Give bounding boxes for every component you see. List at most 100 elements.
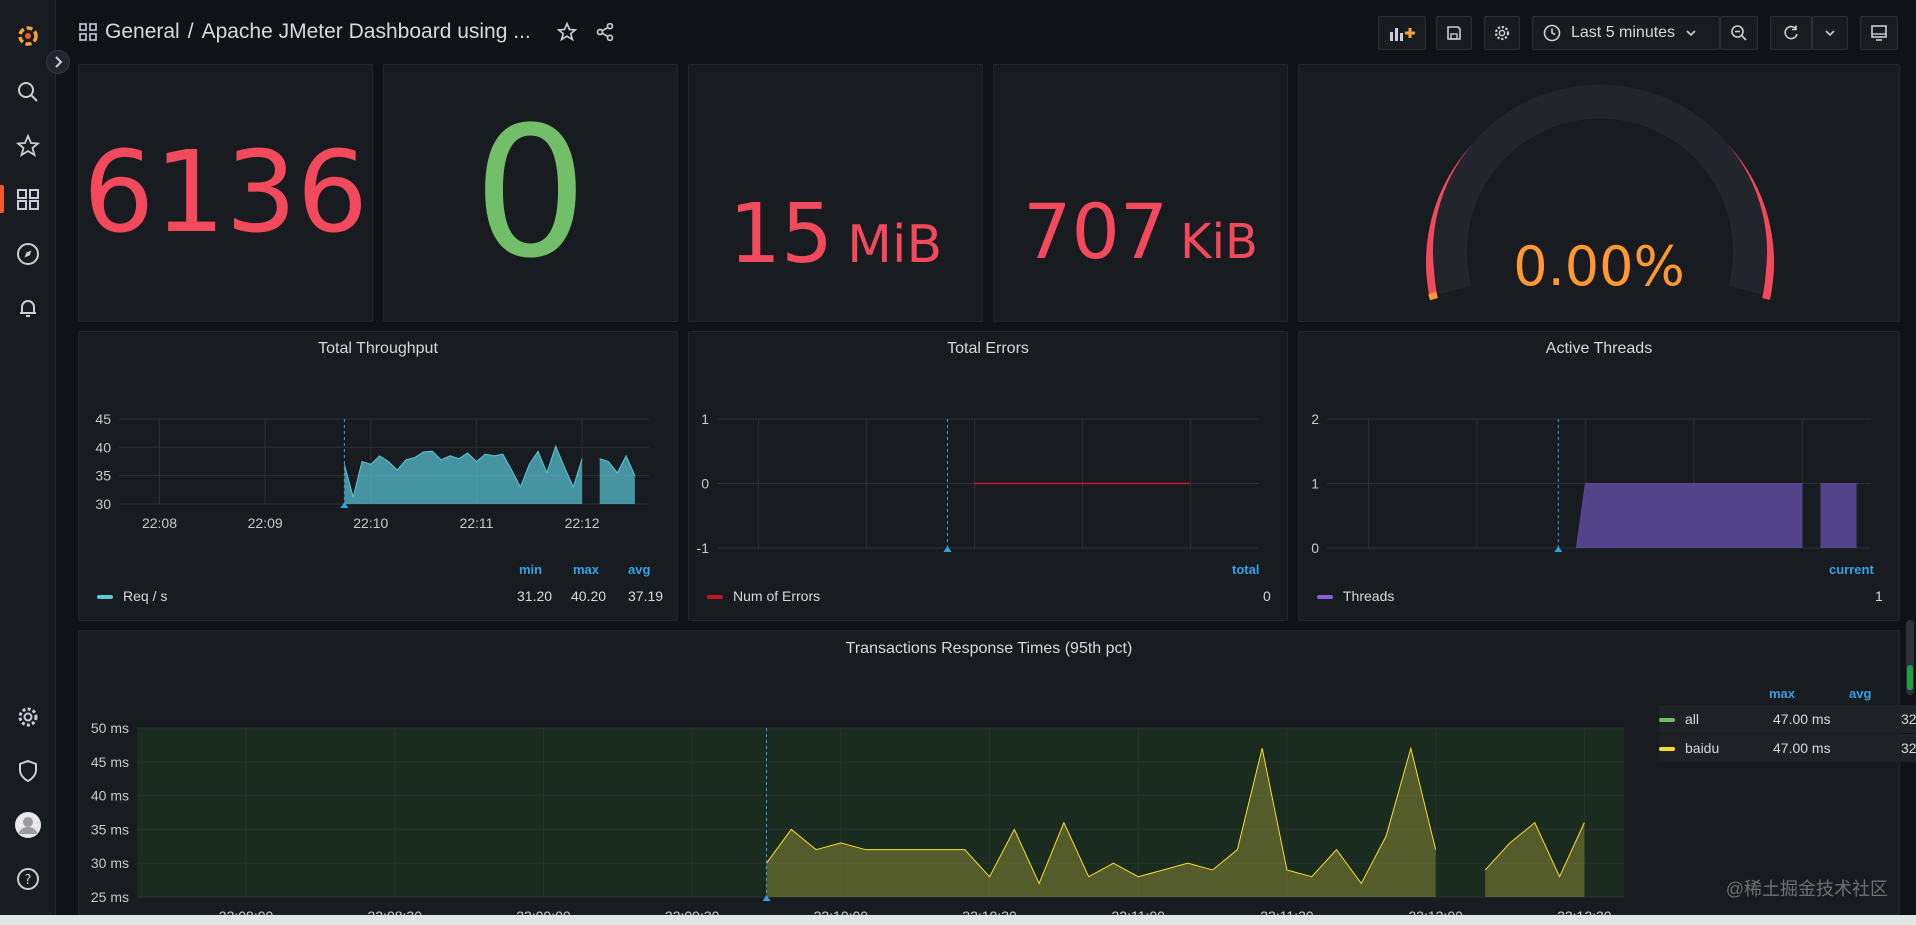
series-line — [1484, 821, 1585, 878]
refresh-button[interactable] — [1770, 16, 1812, 50]
legend-series-req[interactable]: Req / s — [97, 588, 167, 604]
errors-graph: 1 0 -1 22:08 22:09 22:10 22:11 22:12 — [697, 411, 1259, 562]
stat-panel-bytes-sent[interactable]: 707 KiB — [993, 64, 1288, 322]
throughput-graph: 45 40 35 30 22:08 22:09 22:10 22:11 22:12 — [95, 411, 649, 531]
legend-series-errors[interactable]: Num of Errors — [707, 588, 820, 604]
dashboard-grid-icon — [79, 23, 97, 41]
x-tick-label: 22:09 — [248, 515, 283, 531]
user-avatar[interactable] — [14, 811, 42, 839]
x-tick-label: 22:09 — [1459, 559, 1494, 562]
share-icon[interactable] — [595, 22, 615, 42]
legend-header-avg: avg — [628, 562, 651, 577]
x-tick-label: 22:08 — [741, 559, 776, 562]
zoom-out-button[interactable] — [1720, 16, 1758, 50]
os-taskbar — [0, 915, 1916, 925]
legend-max: 47.00 ms — [1773, 711, 1831, 727]
expand-menu-button[interactable] — [46, 50, 70, 74]
x-tick-label: 22:11:00 — [1112, 908, 1166, 916]
x-tick-label: 22:12 — [565, 515, 600, 531]
save-icon — [1447, 26, 1461, 40]
search-icon[interactable] — [14, 78, 42, 106]
response-times-graph: 50 ms 45 ms 40 ms 35 ms 30 ms 25 ms 22:08:00 22… — [91, 720, 1624, 916]
y-tick-label: 0 — [1311, 540, 1319, 556]
save-dashboard-button[interactable] — [1436, 16, 1472, 50]
y-tick-label: 30 — [95, 496, 111, 512]
scrollbar-thumb[interactable] — [1907, 665, 1913, 690]
stat-value: 0 — [473, 88, 588, 298]
y-tick-label: 40 ms — [91, 788, 129, 804]
legend-series-threads[interactable]: Threads — [1317, 588, 1394, 604]
series-area — [766, 748, 1436, 897]
y-tick-label: 25 ms — [91, 889, 129, 905]
x-tick-label: 22:08 — [142, 515, 177, 531]
y-tick-label: 35 — [95, 468, 111, 484]
dashboard-title[interactable]: Apache JMeter Dashboard using ... — [201, 20, 531, 43]
x-tick-label: 22:11 — [459, 515, 493, 531]
legend-total: 0 — [1263, 588, 1271, 604]
panel-response-times[interactable]: Transactions Response Times (95th pct) 5… — [78, 630, 1916, 916]
gauge-panel-error-rate[interactable]: 0.00% — [1298, 64, 1900, 322]
x-tick-label: 22:12:30 — [1557, 908, 1612, 916]
x-tick-label: 22:12 — [1785, 559, 1820, 562]
watermark: @稀土掘金技术社区 — [1725, 879, 1888, 899]
error-rate-gauge — [1426, 84, 1774, 301]
add-panel-icon — [1390, 28, 1415, 41]
stat-panel-bytes-received[interactable]: 15 MiB — [688, 64, 983, 322]
grafana-logo-icon[interactable] — [14, 22, 42, 50]
x-tick-label: 22:09:00 — [516, 908, 571, 916]
legend-header-current: current — [1829, 562, 1874, 577]
y-tick-label: 35 ms — [91, 821, 129, 837]
y-tick-label: 50 ms — [91, 720, 129, 736]
panel-total-throughput[interactable]: Total Throughput 45 40 35 30 22:08 22:09 22:10… — [78, 331, 678, 621]
legend-name: baidu — [1685, 740, 1720, 756]
stat-panel-errors[interactable]: 0 — [383, 64, 678, 322]
x-tick-label: 22:08 — [1351, 559, 1386, 562]
folder-link[interactable]: General — [105, 20, 180, 43]
legend-row-baidu[interactable]: baidu 47.00 ms 32.11 ms — [1659, 734, 1916, 762]
stat-unit: KiB — [1180, 214, 1258, 270]
y-tick-label: 45 ms — [91, 754, 129, 770]
refresh-icon — [1784, 25, 1798, 40]
refresh-interval-dropdown[interactable] — [1812, 16, 1848, 50]
y-tick-label: 1 — [701, 411, 709, 427]
series-line — [343, 444, 583, 498]
legend-header-min: min — [519, 562, 543, 577]
page-scrollbar[interactable] — [1906, 620, 1914, 695]
alerting-bell-icon[interactable] — [14, 294, 42, 322]
starred-icon[interactable] — [14, 132, 42, 160]
threads-graph: 2 1 0 22:08 22:09 22:10 22:11 22:12 — [1311, 411, 1871, 562]
panel-title: Total Errors — [947, 340, 1029, 357]
legend-name: all — [1685, 711, 1700, 727]
settings-gear-icon — [1494, 25, 1510, 41]
stat-panel-total-requests[interactable]: 6136 — [78, 64, 373, 322]
y-tick-label: 1 — [1311, 476, 1319, 492]
annotation-arrow — [762, 895, 771, 901]
legend-avg: 32.11 ms — [1901, 740, 1916, 756]
x-tick-label: 22:12:00 — [1408, 908, 1463, 916]
legend-header-max: max — [1769, 686, 1796, 701]
chevron-down-icon — [1825, 30, 1835, 37]
panel-total-errors[interactable]: Total Errors 1 0 -1 22:08 22:09 22:10 22:11 22:… — [688, 331, 1288, 621]
panel-active-threads[interactable]: Active Threads 2 1 0 22:08 22:09 22:10 22:11 22… — [1298, 331, 1900, 621]
star-dashboard-icon[interactable] — [556, 22, 577, 42]
legend-row-all[interactable]: all 47.00 ms 32.11 ms — [1659, 705, 1916, 733]
x-tick-label: 22:09:30 — [665, 908, 720, 916]
legend-avg: 37.19 — [628, 588, 664, 604]
explore-icon[interactable] — [14, 240, 42, 268]
y-tick-label: 40 — [95, 439, 111, 455]
x-tick-label: 22:10:00 — [814, 908, 869, 916]
help-icon[interactable]: ? — [14, 865, 42, 893]
time-picker-button[interactable]: Last 5 minutes — [1532, 16, 1720, 50]
x-tick-label: 22:10 — [957, 559, 992, 562]
dashboards-icon[interactable] — [14, 185, 42, 213]
side-menu: ? — [0, 0, 56, 925]
add-panel-button[interactable] — [1378, 16, 1426, 50]
stat-value: 707 — [1023, 187, 1169, 276]
dashboard-settings-button[interactable] — [1484, 16, 1520, 50]
x-tick-label: 22:10:30 — [962, 908, 1017, 916]
configuration-gear-icon[interactable] — [14, 703, 42, 731]
legend-max: 40.20 — [571, 588, 607, 604]
time-range-label: Last 5 minutes — [1571, 24, 1676, 41]
view-mode-button[interactable] — [1860, 16, 1898, 50]
server-admin-shield-icon[interactable] — [14, 757, 42, 785]
